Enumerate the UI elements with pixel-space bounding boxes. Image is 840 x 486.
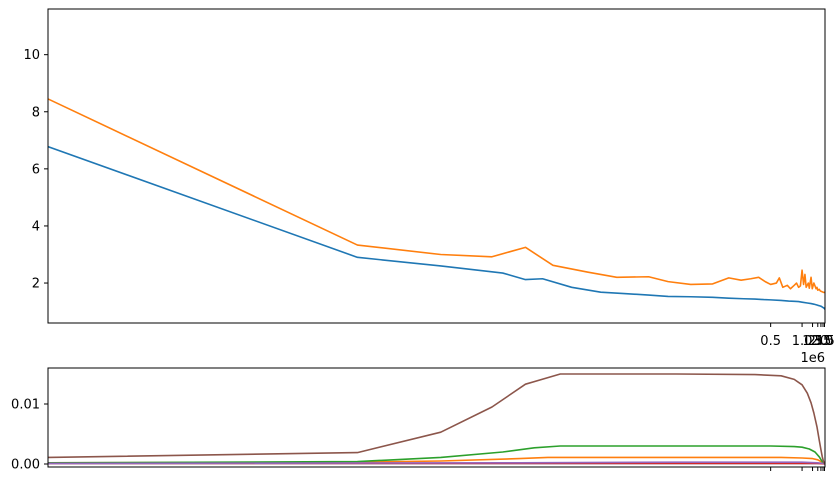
bottom-y-tick-label: 0.01: [11, 398, 40, 413]
top-y-ticks: 2 4 6 8 10: [23, 48, 48, 292]
bottom-series-line-3: [48, 445, 825, 465]
bottom-axes-frame: [47, 367, 826, 468]
top-axes-frame: [47, 8, 826, 324]
top-series-group: [48, 98, 825, 310]
top-series-line-2: [48, 98, 825, 294]
bottom-y-tick-label: 0.00: [11, 458, 40, 473]
bottom-series-line-5: [48, 461, 825, 465]
top-panel: 2 4 6 8 10 0.5 1.01.52.02.53.03.5 1e6: [23, 8, 835, 366]
top-series-line-1: [48, 145, 825, 310]
bottom-y-ticks: 0.00 0.01: [11, 398, 48, 473]
top-x-tick-label: 2.5: [811, 334, 832, 349]
top-x-offset-label: 1e6: [800, 351, 825, 366]
bottom-series-line-2: [48, 456, 825, 465]
top-x-tick-label: 0.5: [760, 334, 781, 349]
bottom-x-ticks: [770, 467, 826, 471]
top-x-tick-label: 2.0: [807, 334, 828, 349]
bottom-panel: 0.00 0.01: [11, 367, 826, 473]
top-y-tick-label: 2: [32, 277, 40, 292]
top-x-tick-label: 3.0: [813, 334, 834, 349]
top-y-tick-label: 4: [32, 219, 40, 234]
top-x-tick-label: 1.0: [792, 334, 813, 349]
top-x-tick-label: 3.5: [814, 334, 835, 349]
top-x-ticks: 0.5 1.01.52.02.53.03.5: [760, 323, 835, 349]
bottom-series-line-6: [48, 373, 825, 465]
bottom-series-group: [48, 373, 825, 465]
top-y-tick-label: 10: [23, 48, 40, 63]
top-y-tick-label: 6: [32, 162, 40, 177]
top-y-tick-label: 8: [32, 105, 40, 120]
top-x-tick-label: 1.5: [802, 334, 823, 349]
